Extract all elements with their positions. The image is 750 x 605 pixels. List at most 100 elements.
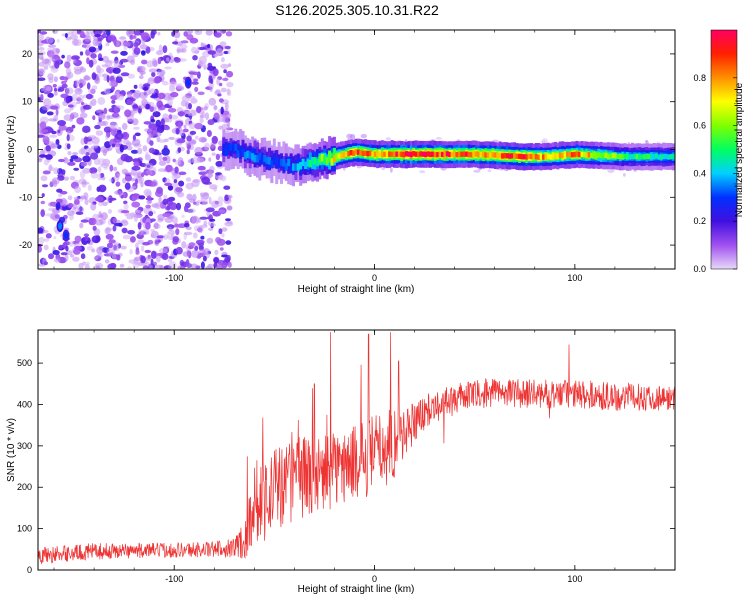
noise-speckle	[158, 196, 162, 204]
noise-speckle	[114, 190, 123, 195]
noise-speckle	[82, 104, 92, 110]
noise-speckle	[45, 233, 52, 239]
noise-speckle	[219, 41, 227, 47]
noise-speckle	[45, 154, 53, 160]
noise-speckle	[142, 145, 148, 152]
ridge-cell	[263, 154, 267, 163]
noise-speckle	[136, 65, 143, 73]
ridge-cell	[460, 151, 464, 157]
noise-speckle	[105, 226, 111, 235]
ridge-cell	[616, 153, 620, 160]
noise-speckle	[146, 60, 154, 68]
ridge-cell	[376, 151, 380, 157]
noise-speckle	[146, 199, 152, 205]
noise-speckle	[140, 32, 150, 41]
noise-speckle	[186, 135, 192, 142]
noise-speckle	[194, 122, 203, 130]
y-tick-label: 0	[27, 565, 32, 575]
noise-speckle	[109, 164, 114, 172]
noise-speckle	[213, 257, 219, 264]
ridge-cell	[671, 154, 675, 160]
noise-speckle	[196, 46, 200, 54]
noise-speckle	[54, 214, 60, 219]
noise-speckle	[142, 241, 151, 246]
y-tick-label: 400	[17, 399, 32, 409]
noise-speckle	[83, 261, 91, 265]
noise-speckle	[155, 132, 162, 137]
ridge-cell	[284, 162, 288, 171]
noise-speckle	[43, 244, 49, 251]
ridge-cell	[402, 151, 406, 158]
noise-speckle	[155, 119, 162, 128]
noise-speckle	[196, 106, 202, 113]
noise-speckle	[150, 31, 155, 39]
ridge-cell	[253, 148, 257, 161]
noise-speckle	[195, 135, 199, 140]
noise-speckle	[156, 100, 163, 109]
ridge-cell	[385, 151, 389, 158]
noise-speckle	[156, 69, 165, 77]
noise-speckle	[227, 261, 232, 268]
noise-speckle	[111, 112, 120, 118]
noise-speckle	[65, 87, 74, 95]
noise-speckle	[163, 234, 168, 240]
ridge-cell	[566, 151, 569, 157]
noise-speckle	[213, 186, 218, 192]
noise-speckle	[130, 149, 139, 154]
noise-speckle	[189, 130, 197, 135]
noise-speckle	[131, 138, 141, 147]
noise-speckle	[114, 144, 120, 152]
ridge-cell	[239, 145, 243, 153]
noise-speckle	[42, 170, 51, 175]
noise-speckle	[193, 109, 197, 116]
noise-speckle	[148, 147, 155, 154]
spectrogram-noise-field	[38, 30, 675, 269]
noise-speckle	[64, 253, 69, 262]
noise-speckle	[158, 44, 163, 53]
noise-speckle	[106, 132, 111, 138]
ridge-cell	[316, 158, 319, 167]
noise-speckle	[106, 75, 110, 83]
ridge-cell	[443, 151, 447, 157]
ridge-cell	[222, 146, 226, 155]
noise-speckle	[211, 135, 218, 144]
noise-speckle	[109, 121, 118, 130]
noise-speckle	[126, 145, 133, 151]
noise-speckle	[57, 193, 63, 198]
noise-speckle	[221, 227, 228, 232]
ridge-cell	[227, 143, 231, 152]
noise-speckle	[195, 265, 201, 269]
noise-speckle	[137, 222, 142, 230]
noise-speckle	[59, 76, 66, 81]
noise-speckle	[143, 188, 152, 196]
noise-speckle	[67, 195, 73, 201]
noise-speckle	[88, 218, 94, 225]
noise-speckle	[149, 106, 155, 112]
noise-speckle	[51, 177, 60, 185]
noise-speckle	[108, 239, 116, 244]
noise-speckle	[79, 112, 88, 119]
noise-speckle	[72, 152, 79, 156]
noise-speckle	[67, 31, 74, 36]
noise-speckle	[201, 176, 211, 185]
noise-speckle	[228, 63, 232, 67]
noise-speckle	[144, 128, 153, 133]
ridge-cell	[287, 158, 291, 167]
ridge-cell	[587, 152, 591, 158]
noise-speckle	[173, 31, 181, 39]
noise-speckle	[227, 194, 233, 199]
noise-speckle	[54, 258, 61, 263]
noise-speckle	[124, 174, 132, 182]
noise-speckle	[208, 263, 212, 269]
noise-speckle	[220, 106, 224, 115]
ridge-cell	[445, 151, 449, 157]
noise-speckle	[164, 66, 172, 70]
ridge-cell	[378, 151, 382, 157]
band-speckle	[473, 169, 481, 173]
noise-speckle	[64, 33, 68, 38]
band-speckle	[633, 169, 638, 173]
noise-speckle	[116, 94, 124, 101]
ridge-cell	[390, 151, 394, 157]
noise-speckle	[82, 44, 91, 49]
